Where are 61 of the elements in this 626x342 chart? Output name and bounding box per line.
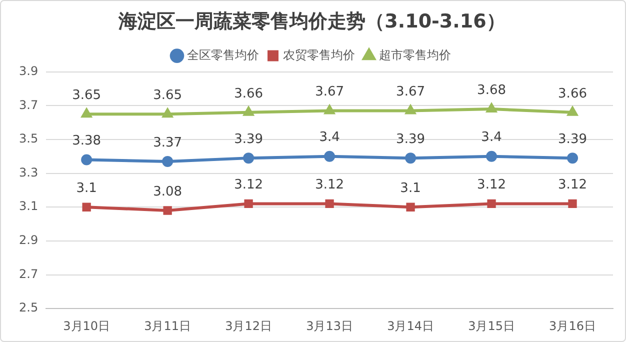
point <box>244 106 254 116</box>
data-label: 3.68 <box>477 82 506 98</box>
y-tick-label: 3.7 <box>18 98 38 112</box>
y-tick-label: 2.9 <box>18 233 38 248</box>
y-tick-label: 2.5 <box>18 300 38 315</box>
data-label: 3.67 <box>315 84 344 100</box>
point <box>324 105 335 114</box>
data-label: 3.38 <box>72 134 102 149</box>
x-tick-label: 3月12日 <box>225 318 272 333</box>
data-label: 3.37 <box>153 135 182 150</box>
x-tick-label: 3月16日 <box>549 318 596 333</box>
data-label: 3.39 <box>234 132 264 147</box>
data-label: 3.12 <box>477 178 506 193</box>
point <box>568 106 578 116</box>
point <box>82 202 91 212</box>
point <box>406 202 415 212</box>
data-label: 3.1 <box>76 180 97 196</box>
data-label: 3.4 <box>319 130 340 146</box>
point <box>486 104 496 113</box>
data-label: 3.39 <box>558 132 587 147</box>
point <box>486 150 498 162</box>
data-label: 3.12 <box>558 178 587 193</box>
point <box>324 150 336 162</box>
point <box>243 152 254 164</box>
data-label: 3.65 <box>72 88 102 103</box>
point <box>487 199 496 208</box>
data-label: 3.66 <box>234 86 264 102</box>
x-tick-label: 3月15日 <box>468 318 515 333</box>
data-label: 3.65 <box>153 88 182 103</box>
y-tick-label: 2.7 <box>18 266 38 281</box>
data-label: 3.4 <box>481 130 502 146</box>
data-label: 3.66 <box>558 86 587 102</box>
legend-label: 全区零售均价 <box>187 48 259 62</box>
y-tick-label: 3.3 <box>18 165 38 180</box>
x-tick-label: 3月13日 <box>306 318 353 333</box>
data-label: 3.12 <box>234 178 264 193</box>
point <box>244 199 253 208</box>
data-label: 3.08 <box>153 184 182 200</box>
x-tick-label: 3月14日 <box>387 318 434 333</box>
legend-label: 农贸零售均价 <box>283 48 355 62</box>
x-tick-label: 3月10日 <box>63 318 110 333</box>
data-label: 3.1 <box>400 180 421 196</box>
point <box>81 154 92 166</box>
point <box>405 152 416 164</box>
point <box>406 105 416 114</box>
point <box>325 199 334 208</box>
chart-title: 海淀区一周蔬菜零售均价走势（3.10-3.16） <box>118 10 506 32</box>
x-tick-label: 3月11日 <box>144 318 192 333</box>
point <box>162 156 174 167</box>
point <box>568 199 577 208</box>
point <box>162 108 173 118</box>
data-label: 3.12 <box>315 178 344 193</box>
point <box>82 108 92 118</box>
legend-label: 超市零售均价 <box>379 48 451 62</box>
data-label: 3.39 <box>396 132 426 147</box>
data-label: 3.67 <box>396 84 426 100</box>
y-tick-label: 3.1 <box>18 199 38 214</box>
y-tick-label: 3.9 <box>18 64 38 78</box>
point <box>567 152 578 164</box>
point <box>163 206 172 215</box>
y-tick-label: 3.5 <box>18 132 38 146</box>
